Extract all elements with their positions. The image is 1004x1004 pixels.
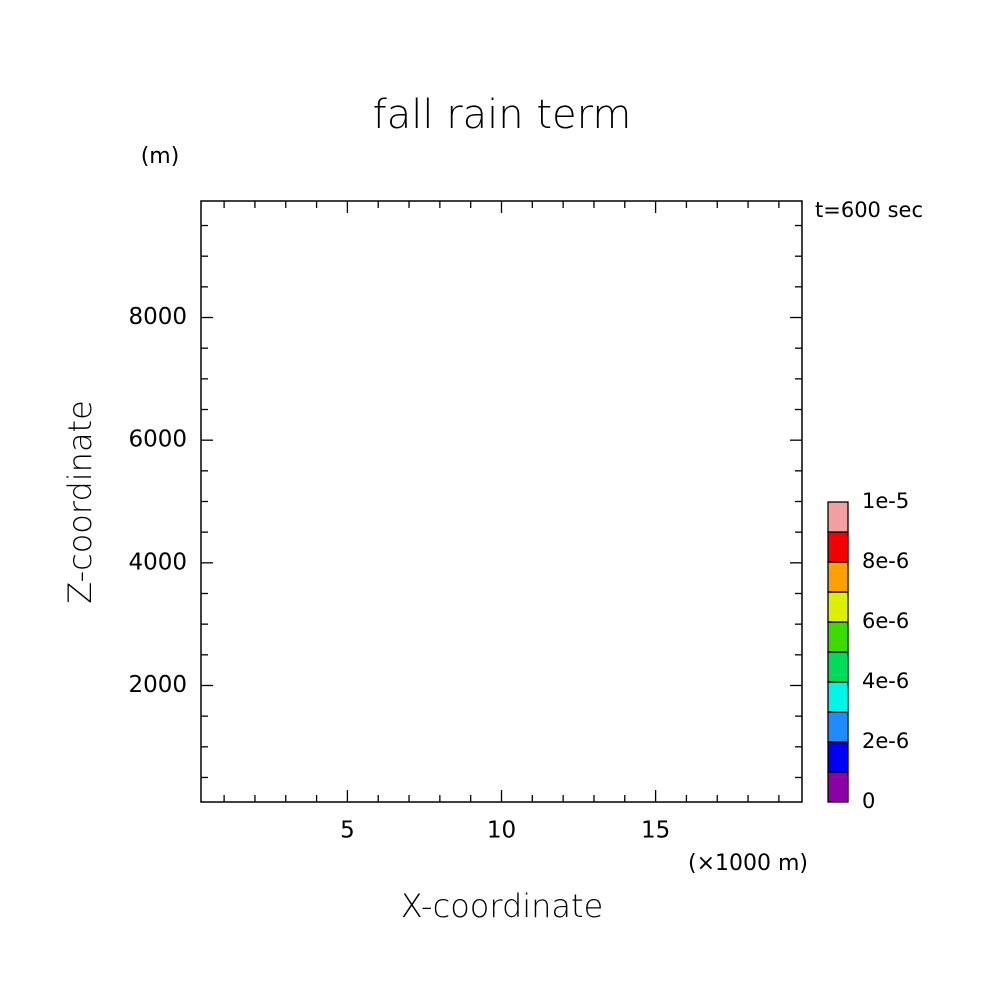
colorbar-segment (827, 651, 849, 683)
colorbar-segment (827, 591, 849, 623)
colorbar-label: 8e-6 (862, 549, 909, 573)
colorbar-segment (827, 681, 849, 713)
colorbar-segment (827, 531, 849, 563)
colorbar-segment (827, 741, 849, 773)
colorbar-label: 6e-6 (862, 609, 909, 633)
x-tick-label: 5 (340, 818, 355, 844)
colorbar-segment (827, 771, 849, 803)
colorbar-label: 0 (862, 789, 875, 813)
y-tick-label: 2000 (128, 672, 187, 698)
colorbar-label: 2e-6 (862, 729, 909, 753)
colorbar-segment (827, 501, 849, 533)
y-axis-label: Z-coordinate (61, 400, 99, 604)
chart-title: fall rain term (373, 92, 632, 138)
colorbar-segment (827, 561, 849, 593)
x-tick-label: 15 (641, 818, 670, 844)
colorbar-segment (827, 621, 849, 653)
x-tick-label: 10 (487, 818, 516, 844)
colorbar-segment (827, 711, 849, 743)
y-tick-label: 4000 (128, 549, 187, 575)
y-tick-label: 8000 (128, 304, 187, 330)
colorbar-label: 1e-5 (862, 489, 909, 513)
x-unit: (×1000 m) (688, 851, 808, 876)
x-axis-label: X-coordinate (401, 887, 604, 925)
y-unit: (m) (141, 144, 180, 169)
colorbar-label: 4e-6 (862, 669, 909, 693)
annotation: t=600 sec (815, 198, 923, 222)
y-tick-label: 6000 (128, 427, 187, 453)
